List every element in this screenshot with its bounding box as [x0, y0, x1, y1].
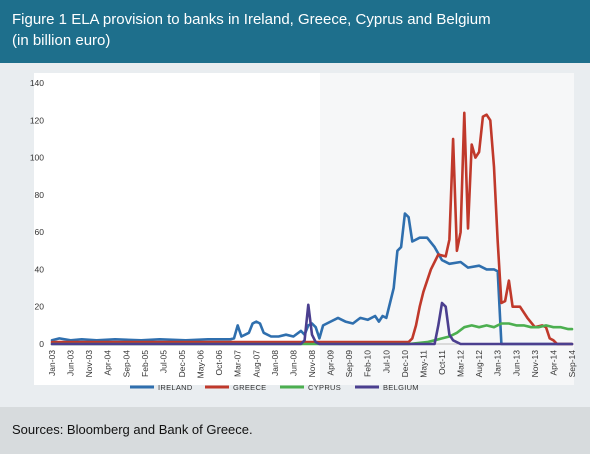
y-axis: 0 20 40 60 80 100 120 140 — [30, 78, 44, 349]
x-tick-label: Mar-12 — [456, 350, 466, 377]
x-tick-label: Jun-08 — [288, 350, 298, 376]
y-tick-label: 40 — [35, 264, 45, 274]
x-tick-label: Feb-05 — [140, 350, 150, 377]
x-tick-label: Sep-14 — [567, 350, 577, 378]
x-tick-label: Apr-04 — [103, 350, 113, 376]
legend-label-cyprus: CYPRUS — [308, 383, 341, 392]
y-tick-label: 120 — [30, 115, 44, 125]
x-tick-label: Jul-05 — [158, 350, 168, 373]
plot-shaded-region — [320, 73, 574, 385]
x-tick-label: Sep-04 — [121, 350, 131, 378]
x-tick-label: Jan-03 — [47, 350, 57, 376]
x-tick-label: Apr-09 — [326, 350, 336, 376]
y-tick-label: 0 — [39, 339, 44, 349]
x-tick-label: Nov-13 — [530, 350, 540, 378]
x-tick-label: Apr-14 — [548, 350, 558, 376]
series-line-ireland — [50, 212, 574, 346]
source-note: Sources: Bloomberg and Bank of Greece. — [0, 407, 590, 454]
x-tick-label: Jun-03 — [66, 350, 76, 376]
figure-title-bar: Figure 1 ELA provision to banks in Irela… — [0, 0, 590, 63]
legend-label-greece: GREECE — [233, 383, 266, 392]
series-layer — [50, 111, 574, 346]
y-tick-label: 20 — [35, 302, 45, 312]
x-tick-label: Sep-09 — [344, 350, 354, 378]
x-tick-label: Aug-07 — [251, 350, 261, 378]
x-tick-label: Nov-03 — [84, 350, 94, 378]
y-tick-label: 60 — [35, 227, 45, 237]
x-tick-label: May-11 — [418, 350, 428, 378]
legend: IRELAND GREECE CYPRUS BELGIUM — [130, 383, 419, 392]
ela-line-chart: 0 20 40 60 80 100 120 140 Jan-03 Jun-03 Nov-03 Apr… — [30, 73, 577, 392]
legend-label-ireland: IRELAND — [158, 383, 193, 392]
x-tick-label: Aug-12 — [474, 350, 484, 378]
series-line-cyprus — [50, 322, 574, 346]
y-tick-label: 80 — [35, 190, 45, 200]
x-tick-label: Jan-08 — [270, 350, 280, 376]
x-tick-label: Jun-13 — [511, 350, 521, 376]
x-tick-label: Nov-08 — [307, 350, 317, 378]
series-line-belgium — [50, 301, 574, 346]
x-tick-label: Jan-13 — [493, 350, 503, 376]
x-tick-label: Dec-05 — [177, 350, 187, 378]
legend-label-belgium: BELGIUM — [383, 383, 419, 392]
x-tick-label: May-06 — [196, 350, 206, 379]
x-tick-label: Oct-11 — [437, 350, 447, 375]
y-tick-label: 100 — [30, 153, 44, 163]
x-tick-label: Dec-10 — [400, 350, 410, 378]
series-line-greece — [50, 111, 574, 346]
y-tick-label: 140 — [30, 78, 44, 88]
x-tick-label: Mar-07 — [233, 350, 243, 377]
figure-subtitle: (in billion euro) — [12, 32, 111, 49]
x-tick-label: Jul-10 — [381, 350, 391, 373]
x-tick-label: Feb-10 — [363, 350, 373, 377]
figure-title: Figure 1 ELA provision to banks in Irela… — [12, 11, 491, 28]
x-tick-label: Oct-06 — [214, 350, 224, 376]
